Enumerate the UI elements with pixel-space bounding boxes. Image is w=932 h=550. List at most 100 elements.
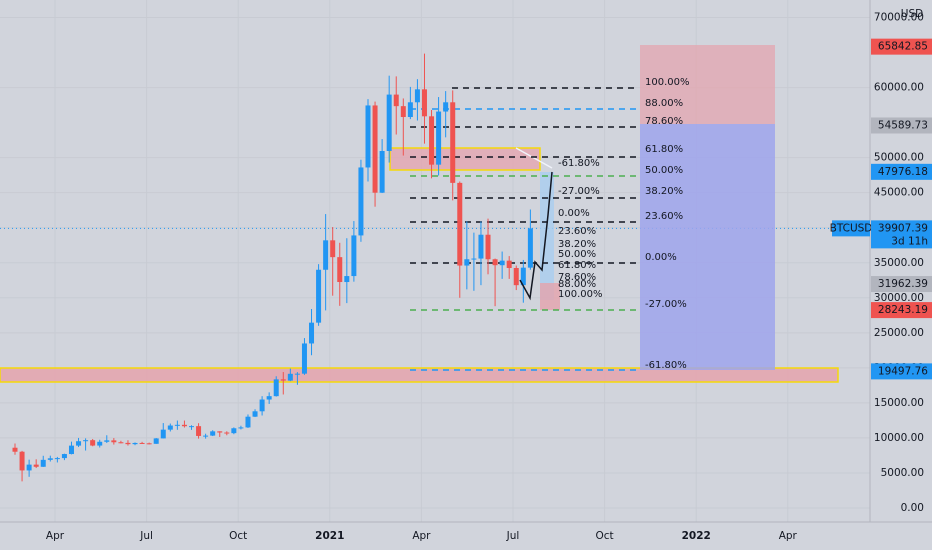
x-tick-label: Oct (596, 530, 614, 542)
price-tag-label: 28243.19 (878, 304, 928, 316)
body (527, 228, 533, 268)
body (68, 445, 74, 455)
body (301, 343, 307, 374)
body (224, 432, 230, 434)
body (386, 94, 392, 151)
fib-label: 23.60% (645, 211, 683, 222)
body (407, 102, 413, 118)
body (132, 442, 138, 445)
body (294, 373, 300, 375)
fib-label: -27.00% (645, 299, 687, 310)
body (309, 322, 315, 344)
fib-levels: 100.00%88.00%78.60%61.80%50.00%38.20%23.… (410, 77, 690, 371)
body (379, 150, 385, 193)
price-tag-label: 54589.73 (878, 119, 928, 131)
price-tag-label: 19497.76 (878, 365, 928, 377)
body (203, 435, 209, 437)
x-tick-label: Jul (139, 530, 153, 542)
price-tag (871, 117, 932, 134)
body (139, 442, 145, 444)
body (492, 259, 498, 266)
fib-label: -61.80% (645, 360, 687, 371)
price-tag (871, 363, 932, 380)
price-tag (871, 38, 932, 55)
x-tick-label: 2022 (682, 530, 711, 542)
body (97, 441, 103, 446)
y-tick-label: 45000.00 (874, 187, 924, 199)
fib-small-label: -27.00% (558, 186, 600, 197)
fib-label: 100.00% (645, 77, 690, 88)
fib-small-label: -61.80% (558, 158, 600, 169)
body (429, 116, 435, 165)
body (421, 89, 427, 117)
body (174, 424, 180, 426)
body (287, 373, 293, 381)
body (12, 447, 18, 452)
body (196, 426, 202, 436)
body (40, 459, 46, 467)
fib-label: 38.20% (645, 186, 683, 197)
y-tick-label: 30000.00 (874, 292, 924, 304)
body (160, 429, 166, 439)
body (450, 102, 456, 183)
axis-labels: 0.005000.0010000.0015000.0020000.0025000… (46, 12, 932, 542)
y-tick-label: 0.00 (901, 502, 924, 514)
body (125, 442, 131, 445)
y-tick-label: 5000.00 (881, 467, 924, 479)
body (414, 89, 420, 103)
resistance-zone (389, 147, 541, 171)
fib-small-label: 61.80% (558, 260, 596, 271)
projection-box (540, 172, 554, 300)
current-price-tag (871, 220, 932, 249)
x-tick-label: Apr (412, 530, 431, 542)
y-tick-label: 15000.00 (874, 397, 924, 409)
fib-label: 88.00% (645, 98, 683, 109)
x-tick-label: Oct (229, 530, 247, 542)
body (83, 440, 89, 442)
body (478, 234, 484, 259)
body (153, 438, 159, 444)
body (520, 267, 526, 286)
symbol-tag (832, 220, 870, 237)
body (33, 464, 39, 467)
body (90, 440, 96, 446)
body (471, 258, 477, 260)
body (76, 441, 82, 446)
body (485, 234, 491, 260)
y-tick-label: 35000.00 (874, 257, 924, 269)
body (19, 451, 25, 471)
body (104, 440, 110, 442)
body (189, 426, 194, 428)
fib-small-label: 88.00% (558, 279, 596, 290)
body (61, 454, 67, 459)
body (181, 424, 187, 427)
y-tick-label: 25000.00 (874, 327, 924, 339)
current-price-label: 39907.39 (878, 222, 928, 234)
target-box (640, 45, 775, 124)
fib-label: 61.80% (645, 144, 683, 155)
price-tag-label: 47976.18 (878, 166, 928, 178)
candles (12, 53, 533, 482)
price-tag (871, 276, 932, 293)
body (506, 260, 512, 269)
y-tick-label: 50000.00 (874, 152, 924, 164)
body (400, 106, 406, 118)
body (238, 427, 244, 429)
fib-small-label: 23.60% (558, 226, 596, 237)
body (393, 94, 399, 107)
body (259, 399, 265, 412)
y-tick-label: 70000.00 (874, 12, 924, 24)
body (351, 235, 357, 277)
body (273, 379, 279, 397)
price-axis (870, 0, 932, 522)
body (47, 458, 53, 460)
body (499, 260, 505, 266)
projection-path (519, 171, 553, 301)
fib-small-label: 38.20% (558, 239, 596, 250)
symbol-label: BTCUSD (830, 222, 873, 234)
body (245, 416, 251, 428)
body (54, 458, 60, 460)
body (443, 102, 449, 112)
body (118, 442, 124, 444)
